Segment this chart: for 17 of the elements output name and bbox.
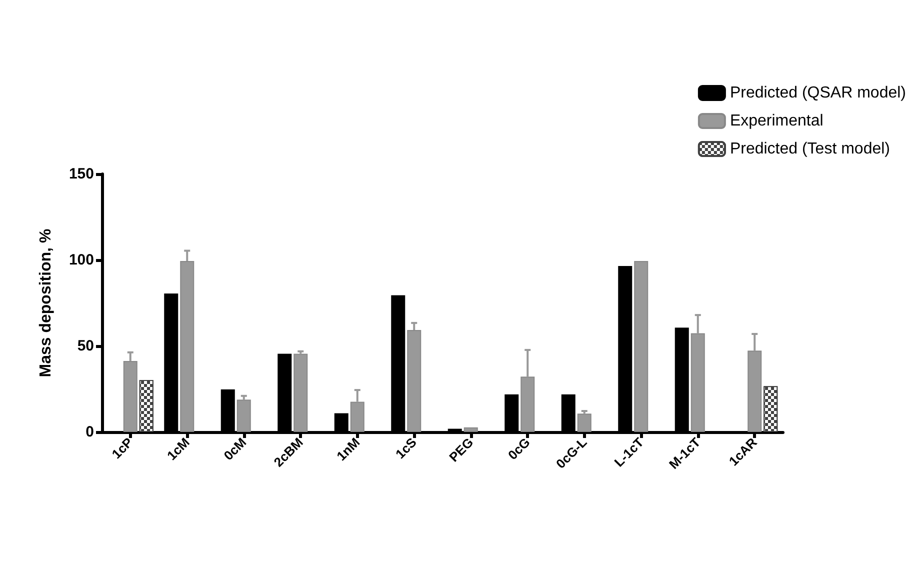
bar [634, 261, 648, 432]
y-tick-label: 0 [86, 424, 94, 440]
y-tick-label: 100 [68, 252, 94, 268]
bar [464, 427, 478, 432]
legend-label: Experimental [730, 112, 824, 130]
bar [236, 400, 251, 432]
x-tick-label: 0cM [220, 434, 250, 464]
y-tick-label: 50 [77, 338, 94, 354]
x-tick-label: 1cP [108, 434, 136, 462]
y-axis-title: Mass deposition, % [38, 228, 54, 378]
y-tick-label: 150 [68, 166, 94, 182]
bar [577, 414, 592, 432]
bar [294, 354, 308, 432]
legend-label: Predicted (QSAR model) [730, 84, 906, 102]
x-tick-label: 1cS [392, 434, 420, 462]
legend-label: Predicted (Test model) [730, 140, 890, 158]
x-tick-label: 0cG [504, 434, 533, 463]
